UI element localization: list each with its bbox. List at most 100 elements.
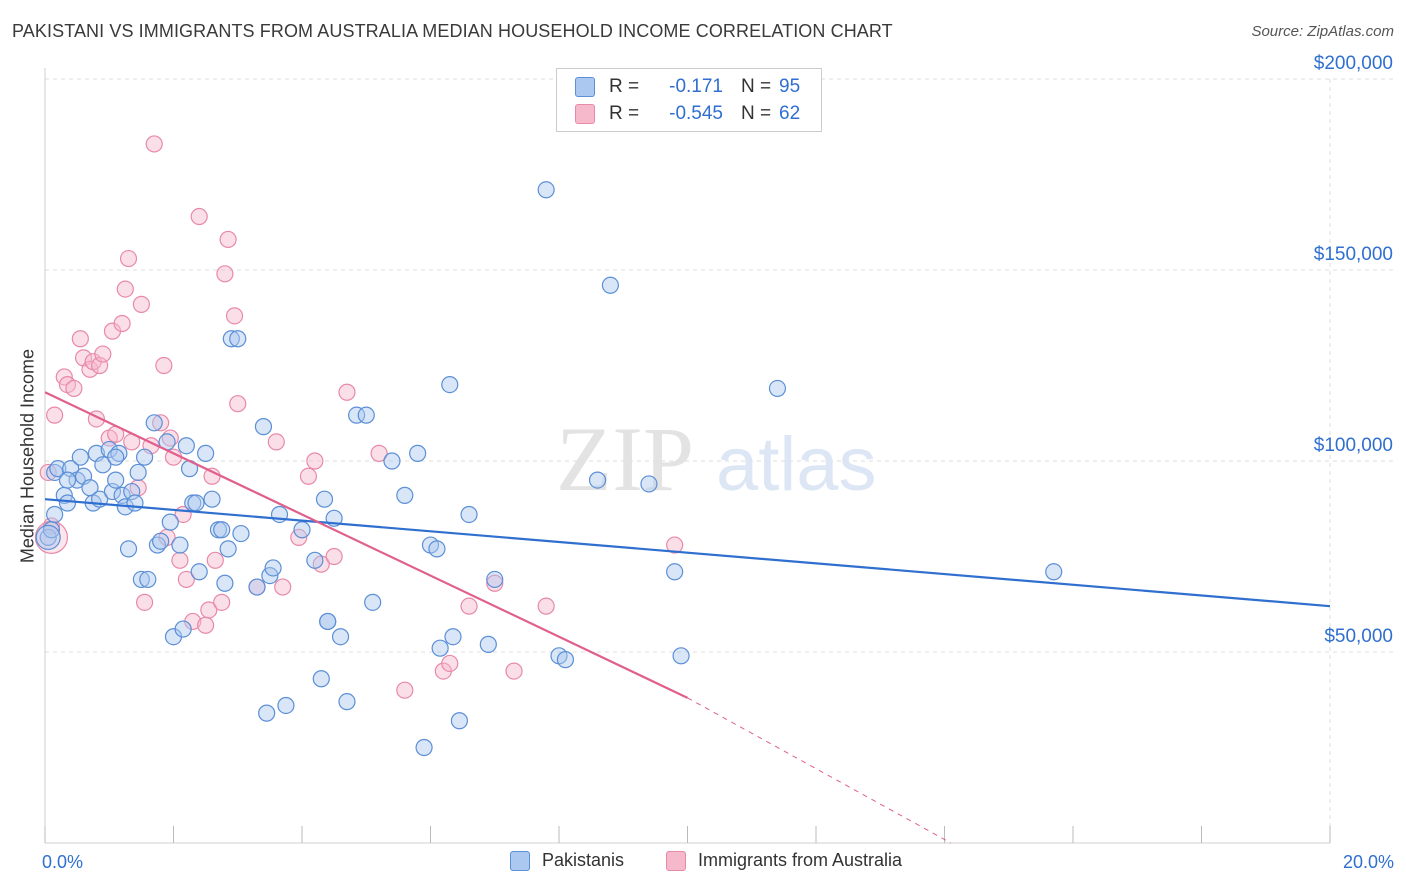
point-pakistanis (444, 628, 462, 646)
legend-swatch-pink (575, 104, 595, 124)
point-pakistanis (383, 452, 401, 470)
point-immigrants-from-australia (267, 433, 285, 451)
source-credit: Source: ZipAtlas.com (1251, 23, 1394, 40)
point-pakistanis (129, 463, 147, 482)
point-pakistanis (338, 693, 356, 711)
bottom-legend-label: Immigrants from Australia (698, 850, 903, 870)
point-immigrants-from-australia (213, 593, 231, 611)
point-pakistanis (331, 628, 350, 646)
point-pakistanis (152, 532, 170, 550)
bottom-legend-label: Pakistanis (542, 850, 625, 870)
point-immigrants-from-australia (119, 249, 138, 268)
point-pakistanis (132, 570, 150, 589)
point-pakistanis (312, 670, 330, 688)
point-immigrants-from-australia (396, 681, 414, 699)
point-pakistanis (415, 738, 433, 757)
point-pakistanis (248, 578, 266, 596)
trend-line-immigrants-from-australia (44, 391, 688, 699)
point-immigrants-from-australia (441, 654, 459, 673)
point-pakistanis (58, 494, 77, 512)
point-pakistanis (229, 330, 247, 348)
point-immigrants-from-australia (39, 463, 57, 482)
point-immigrants-from-australia (65, 379, 83, 398)
bottom-legend-pakistanis: Pakistanis (510, 850, 624, 871)
point-pakistanis (293, 521, 311, 539)
point-immigrants-from-australia (152, 414, 170, 432)
legend-r-label: R = (609, 76, 640, 97)
point-immigrants-from-australia (155, 356, 173, 375)
point-immigrants-from-australia (460, 597, 478, 615)
point-pakistanis (441, 376, 459, 394)
point-immigrants-from-australia (219, 230, 237, 249)
point-pakistanis (107, 448, 125, 466)
trend-line-extension-immigrants-from-australia (687, 697, 952, 844)
point-pakistanis (588, 471, 607, 489)
y-tick-label: $100,000 (1314, 435, 1393, 456)
legend-n-value: 62 (779, 103, 801, 124)
point-pakistanis (428, 540, 446, 558)
point-pakistanis (672, 647, 690, 665)
point-immigrants-from-australia (505, 662, 523, 680)
point-pakistanis (71, 448, 89, 466)
point-immigrants-from-australia (46, 406, 64, 424)
point-pakistanis (197, 444, 215, 462)
trend-lines (44, 391, 1331, 844)
point-pakistanis (431, 639, 449, 657)
point-pakistanis (306, 551, 324, 569)
bottom-legend-swatch-pink (666, 850, 686, 871)
point-pakistanis (277, 696, 295, 715)
point-pakistanis (254, 418, 273, 436)
point-pakistanis (161, 513, 179, 531)
point-immigrants-from-australia (116, 280, 134, 298)
point-immigrants-from-australia (338, 383, 356, 401)
point-immigrants-from-australia (666, 536, 684, 554)
point-pakistanis (119, 540, 138, 558)
legend-n-label: N = (741, 76, 772, 97)
point-pakistanis (171, 536, 189, 554)
point-immigrants-from-australia (486, 574, 504, 592)
point-pakistanis (768, 379, 787, 398)
point-pakistanis (537, 181, 555, 199)
point-pakistanis (450, 712, 469, 730)
chart-title: PAKISTANI VS IMMIGRANTS FROM AUSTRALIA M… (12, 21, 893, 41)
point-pakistanis (258, 704, 276, 722)
legend-r-value: -0.545 (669, 103, 723, 124)
point-immigrants-from-australia (132, 295, 150, 313)
point-immigrants-from-australia (306, 452, 324, 470)
point-pakistanis (49, 460, 67, 478)
point-pakistanis (203, 490, 221, 508)
point-pakistanis (139, 570, 157, 589)
watermark: ZIP atlas (556, 408, 877, 510)
y-tick-label: $150,000 (1314, 244, 1393, 265)
point-pakistanis (486, 570, 504, 589)
point-immigrants-from-australia (537, 597, 555, 615)
legend-swatch-blue (575, 77, 595, 97)
point-pakistanis (35, 524, 61, 551)
legend-n-value: 95 (779, 76, 801, 97)
point-pakistanis (145, 414, 163, 432)
point-immigrants-from-australia (171, 551, 189, 569)
point-pakistanis (135, 448, 154, 466)
point-pakistanis (357, 406, 375, 424)
point-pakistanis (219, 540, 237, 558)
watermark-zip: ZIP (556, 408, 694, 510)
watermark-atlas: atlas (716, 422, 877, 507)
legend-row-immigrants: R = -0.545 N = 62 (575, 102, 800, 126)
point-pakistanis (187, 494, 205, 512)
point-pakistanis (479, 635, 497, 653)
point-pakistanis (222, 330, 240, 348)
point-immigrants-from-australia (370, 444, 388, 462)
point-immigrants-from-australia (177, 570, 195, 589)
legend-r-label: R = (609, 103, 640, 124)
y-tick-label: $50,000 (1324, 626, 1393, 647)
point-immigrants-from-australia (216, 265, 234, 283)
stats-legend: R = -0.171 N = 95 R = -0.545 N = 62 (556, 68, 822, 132)
point-pakistanis (666, 563, 684, 581)
point-pakistanis (601, 276, 620, 294)
series-pakistanis (35, 181, 1063, 757)
x-tick-label-max: 20.0% (1342, 852, 1394, 872)
point-pakistanis (348, 406, 366, 424)
point-immigrants-from-australia (71, 330, 89, 348)
point-immigrants-from-australia (200, 601, 218, 619)
